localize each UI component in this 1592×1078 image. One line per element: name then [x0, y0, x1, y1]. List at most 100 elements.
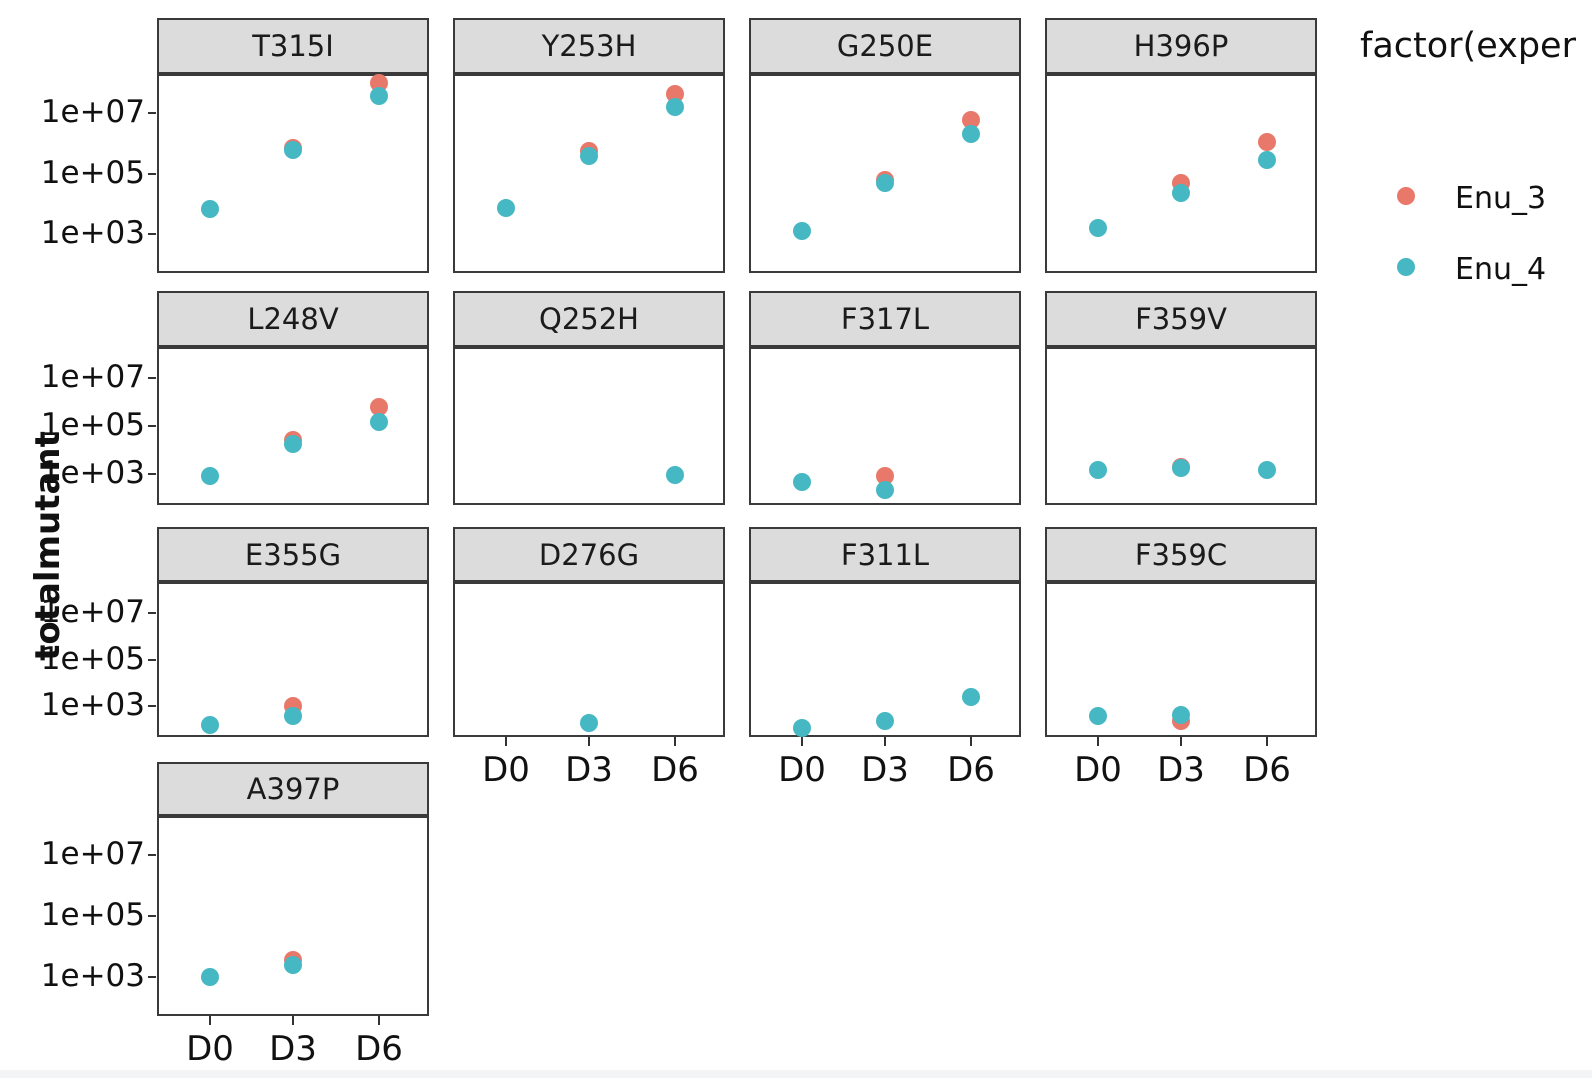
legend-title: factor(exper — [1360, 26, 1576, 66]
data-point-E355G-D3-Enu_4 — [284, 707, 302, 725]
facet-panel-F359V — [1045, 347, 1317, 505]
y-tick-label: 1e+05 — [40, 641, 145, 677]
data-point-F359V-D0-Enu_4 — [1089, 461, 1107, 479]
data-point-F317L-D3-Enu_3 — [876, 467, 894, 485]
y-tick-label: 1e+03 — [40, 687, 145, 723]
data-point-F311L-D0-Enu_4 — [793, 719, 811, 737]
y-tick-mark — [148, 173, 156, 175]
legend-dot-enu3 — [1397, 187, 1415, 205]
x-tick-label: D3 — [565, 750, 613, 790]
x-tick-mark — [1097, 737, 1099, 746]
data-point-F317L-D0-Enu_4 — [793, 473, 811, 491]
facet-panel-H396P — [1045, 74, 1317, 273]
data-point-E355G-D0-Enu_4 — [201, 716, 219, 734]
x-tick-label: D0 — [482, 750, 530, 790]
data-point-H396P-D0-Enu_4 — [1089, 219, 1107, 237]
x-tick-mark — [378, 1016, 380, 1025]
data-point-A397P-D0-Enu_4 — [201, 968, 219, 986]
x-tick-mark — [884, 737, 886, 746]
x-tick-label: D0 — [1074, 750, 1122, 790]
x-tick-mark — [292, 1016, 294, 1025]
y-tick-mark — [148, 112, 156, 114]
facet-title-Y253H: Y253H — [453, 18, 725, 74]
x-tick-label: D3 — [861, 750, 909, 790]
x-tick-mark — [970, 737, 972, 746]
data-point-L248V-D6-Enu_3 — [370, 398, 388, 416]
facet-title-L248V: L248V — [157, 291, 429, 347]
y-tick-label: 1e+05 — [40, 407, 145, 443]
data-point-F311L-D3-Enu_4 — [876, 712, 894, 730]
y-tick-label: 1e+03 — [40, 455, 145, 491]
data-point-F359C-D0-Enu_4 — [1089, 707, 1107, 725]
data-point-L248V-D6-Enu_4 — [370, 413, 388, 431]
data-point-T315I-D0-Enu_4 — [201, 200, 219, 218]
data-point-F359V-D3-Enu_4 — [1172, 459, 1190, 477]
data-point-H396P-D6-Enu_3 — [1258, 133, 1276, 151]
bottom-edge-band — [0, 1070, 1592, 1078]
x-tick-label: D0 — [778, 750, 826, 790]
data-point-H396P-D3-Enu_4 — [1172, 184, 1190, 202]
x-tick-label: D0 — [186, 1029, 234, 1069]
y-tick-label: 1e+03 — [40, 958, 145, 994]
y-tick-label: 1e+03 — [40, 215, 145, 251]
facet-title-A397P: A397P — [157, 762, 429, 816]
y-tick-mark — [148, 976, 156, 978]
facet-panel-F311L — [749, 582, 1021, 737]
y-tick-label: 1e+07 — [40, 836, 145, 872]
y-tick-mark — [148, 425, 156, 427]
facet-panel-A397P — [157, 816, 429, 1016]
data-point-Y253H-D0-Enu_4 — [497, 199, 515, 217]
x-tick-label: D3 — [1157, 750, 1205, 790]
facet-panel-T315I — [157, 74, 429, 273]
y-tick-mark — [148, 854, 156, 856]
facet-panel-L248V — [157, 347, 429, 505]
y-tick-label: 1e+07 — [40, 359, 145, 395]
x-tick-label: D3 — [269, 1029, 317, 1069]
y-axis-title: totalmutant — [28, 431, 68, 661]
x-tick-label: D6 — [947, 750, 995, 790]
data-point-F359V-D6-Enu_4 — [1258, 461, 1276, 479]
data-point-F317L-D3-Enu_4 — [876, 481, 894, 499]
data-point-Q252H-D6-Enu_4 — [666, 466, 684, 484]
y-tick-mark — [148, 915, 156, 917]
data-point-H396P-D6-Enu_4 — [1258, 151, 1276, 169]
legend-label-enu3: Enu_3 — [1455, 181, 1547, 216]
legend-dot-enu4 — [1397, 258, 1415, 276]
y-tick-mark — [148, 473, 156, 475]
facet-title-F359C: F359C — [1045, 527, 1317, 582]
data-point-G250E-D6-Enu_4 — [962, 125, 980, 143]
facet-panel-Q252H — [453, 347, 725, 505]
data-point-L248V-D0-Enu_4 — [201, 467, 219, 485]
x-tick-label: D6 — [355, 1029, 403, 1069]
y-tick-mark — [148, 659, 156, 661]
x-tick-mark — [1180, 737, 1182, 746]
data-point-G250E-D3-Enu_4 — [876, 174, 894, 192]
facet-title-E355G: E355G — [157, 527, 429, 582]
data-point-Y253H-D6-Enu_4 — [666, 98, 684, 116]
data-point-F359C-D3-Enu_4 — [1172, 706, 1190, 724]
data-point-G250E-D6-Enu_3 — [962, 111, 980, 129]
data-point-G250E-D0-Enu_4 — [793, 222, 811, 240]
facet-title-F311L: F311L — [749, 527, 1021, 582]
facet-title-F317L: F317L — [749, 291, 1021, 347]
facet-title-D276G: D276G — [453, 527, 725, 582]
x-tick-mark — [505, 737, 507, 746]
y-tick-mark — [148, 377, 156, 379]
y-tick-mark — [148, 705, 156, 707]
data-point-T315I-D6-Enu_4 — [370, 87, 388, 105]
y-tick-mark — [148, 233, 156, 235]
x-tick-mark — [801, 737, 803, 746]
data-point-Y253H-D3-Enu_4 — [580, 147, 598, 165]
facet-title-Q252H: Q252H — [453, 291, 725, 347]
facet-title-H396P: H396P — [1045, 18, 1317, 74]
x-tick-label: D6 — [1243, 750, 1291, 790]
data-point-A397P-D3-Enu_4 — [284, 956, 302, 974]
x-tick-mark — [588, 737, 590, 746]
facet-panel-D276G — [453, 582, 725, 737]
facet-title-T315I: T315I — [157, 18, 429, 74]
x-tick-label: D6 — [651, 750, 699, 790]
data-point-F311L-D6-Enu_4 — [962, 688, 980, 706]
data-point-L248V-D3-Enu_4 — [284, 435, 302, 453]
facet-panel-Y253H — [453, 74, 725, 273]
